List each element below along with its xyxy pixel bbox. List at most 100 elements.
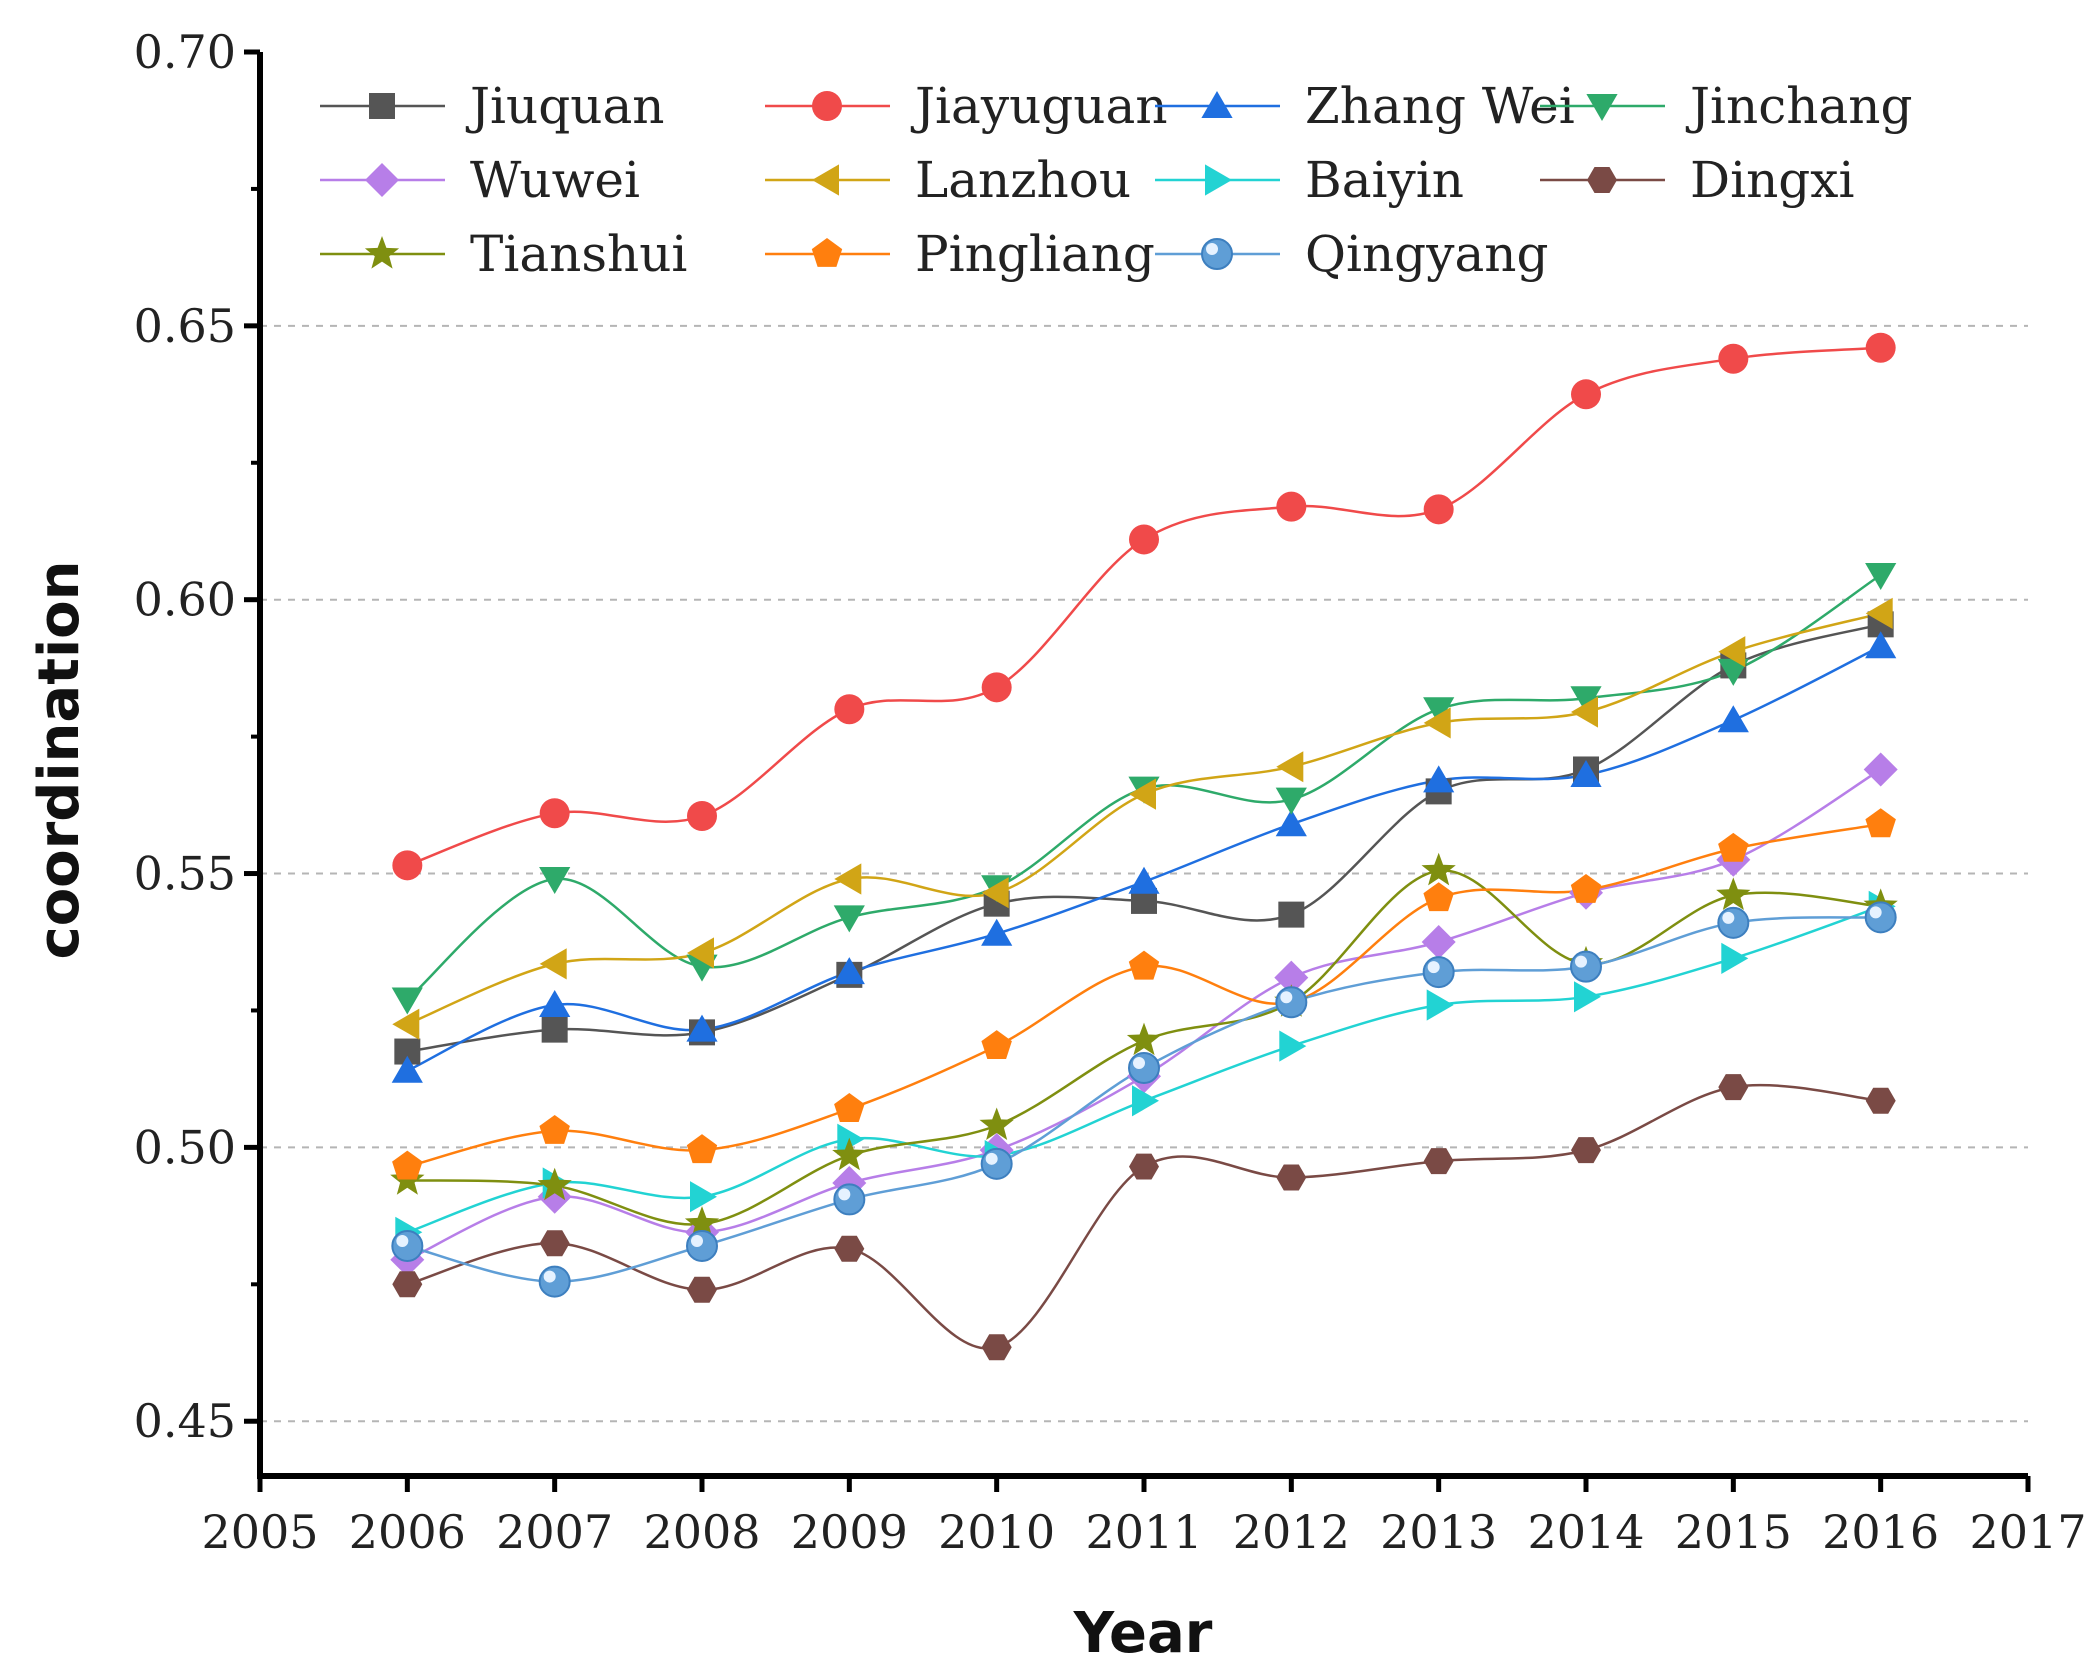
series-jiuquan	[407, 623, 1882, 1053]
legend-item-pingliang: Pingliang	[765, 225, 1155, 283]
data-point-jiayuguan	[1276, 491, 1307, 522]
data-point-qingyang	[1275, 986, 1308, 1019]
data-point-pingliang	[1570, 874, 1602, 903]
series-markers-qingyang	[391, 901, 1897, 1298]
y-tick-label: 0.45	[134, 1394, 236, 1448]
legend-item-baiyin: Baiyin	[1155, 151, 1464, 209]
data-point-jinchang	[1717, 658, 1749, 686]
data-point-lanzhou	[1865, 597, 1893, 629]
data-point-zhang-wei	[539, 990, 571, 1017]
data-point-lanzhou	[1423, 707, 1451, 739]
legend-marker-dingxi	[1587, 167, 1617, 193]
legend-label: Jiuquan	[465, 77, 664, 135]
legend-label: Pingliang	[915, 225, 1155, 283]
data-point-zhang-wei	[1423, 765, 1455, 793]
data-point-lanzhou	[1718, 636, 1746, 668]
data-point-jinchang	[1423, 697, 1455, 725]
legend-item-dingxi: Dingxi	[1540, 151, 1854, 209]
data-point-qingyang-highlight	[691, 1234, 703, 1247]
legend-label: Dingxi	[1690, 151, 1854, 209]
data-point-zhang-wei	[686, 1014, 718, 1042]
data-point-dingxi	[1129, 1153, 1159, 1180]
data-point-baiyin	[837, 1123, 865, 1155]
data-point-qingyang-highlight	[1869, 906, 1882, 919]
data-point-jinchang	[833, 905, 865, 933]
series-zhang-wei	[406, 645, 1882, 1072]
data-point-zhang-wei	[1275, 809, 1307, 837]
series-line-dingxi	[406, 1083, 1881, 1350]
data-point-qingyang-highlight	[838, 1188, 851, 1201]
legend-label: Zhang Wei	[1305, 77, 1575, 135]
legend-item-wuwei: Wuwei	[320, 151, 640, 209]
data-point-pingliang	[1423, 882, 1454, 912]
legend-marker-lanzhou	[812, 164, 839, 196]
data-point-zhang-wei	[1128, 866, 1160, 894]
data-point-baiyin	[1721, 942, 1749, 974]
data-point-baiyin	[1279, 1030, 1307, 1062]
legend: Jiuquan Jiayuguan Zhang Wei Jinchang Wuwei La…	[320, 77, 1912, 283]
data-point-tianshui	[537, 1167, 572, 1201]
series-markers-pingliang	[392, 808, 1896, 1180]
series-layer	[390, 332, 1898, 1361]
legend-marker-qingyang	[1201, 238, 1233, 270]
data-point-tianshui	[1716, 877, 1751, 910]
series-line-jiuquan	[407, 623, 1882, 1053]
data-point-jiuquan	[541, 1016, 568, 1043]
data-point-lanzhou	[1276, 751, 1304, 783]
data-point-qingyang-highlight	[1722, 911, 1735, 924]
legend-label: Wuwei	[470, 151, 640, 209]
series-line-wuwei	[406, 768, 1882, 1261]
data-point-jiayuguan	[687, 801, 717, 832]
x-tick-label: 2006	[349, 1505, 466, 1559]
x-tick-label: 2015	[1675, 1505, 1792, 1559]
data-point-jinchang	[539, 867, 571, 894]
y-tick-label: 0.55	[134, 847, 236, 901]
x-tick-label: 2017	[1969, 1505, 2086, 1559]
x-tick-label: 2008	[643, 1505, 760, 1559]
data-point-tianshui	[979, 1107, 1014, 1140]
data-point-baiyin	[1132, 1085, 1159, 1117]
series-markers-lanzhou	[392, 597, 1893, 1040]
series-markers-wuwei	[390, 752, 1898, 1277]
data-point-dingxi	[1718, 1074, 1749, 1101]
series-markers-zhang-wei	[391, 631, 1897, 1083]
x-tick-label: 2007	[496, 1505, 613, 1559]
legend-label: Tianshui	[470, 225, 687, 283]
y-tick-label: 0.70	[134, 25, 236, 79]
data-point-pingliang	[1865, 808, 1896, 838]
data-point-jiayuguan	[539, 798, 570, 829]
data-point-qingyang-highlight	[1427, 961, 1440, 974]
data-point-zhang-wei	[981, 918, 1013, 946]
x-tick-label: 2009	[791, 1505, 908, 1559]
legend-marker-jiuquan	[369, 93, 395, 119]
data-point-dingxi	[539, 1230, 570, 1257]
data-point-zhang-wei	[391, 1055, 423, 1083]
x-tick-label: 2012	[1233, 1505, 1350, 1559]
data-point-jinchang	[1275, 787, 1307, 815]
data-point-qingyang	[980, 1147, 1013, 1180]
data-point-dingxi	[687, 1276, 717, 1303]
legend-item-tianshui: Tianshui	[320, 225, 687, 283]
data-point-jiayuguan	[1718, 343, 1749, 374]
data-point-tianshui	[684, 1206, 720, 1239]
data-point-wuwei	[1421, 925, 1456, 959]
x-tick-label: 2005	[201, 1505, 318, 1559]
data-point-pingliang	[1718, 832, 1749, 862]
data-point-dingxi	[1276, 1164, 1307, 1191]
data-point-qingyang	[391, 1229, 424, 1262]
x-tick-label: 2016	[1822, 1505, 1939, 1559]
data-point-tianshui	[1421, 852, 1456, 886]
series-markers-jiayuguan	[392, 332, 1896, 881]
series-line-zhang-wei	[406, 645, 1882, 1072]
legend-label: Jiayuguan	[910, 77, 1168, 135]
data-point-wuwei	[1863, 752, 1898, 787]
data-point-jiayuguan	[1129, 524, 1159, 555]
data-point-qingyang	[833, 1183, 866, 1216]
data-point-qingyang	[538, 1265, 571, 1298]
data-point-zhang-wei	[1865, 631, 1897, 659]
data-point-qingyang	[1864, 901, 1897, 934]
data-point-qingyang	[686, 1229, 718, 1262]
y-axis-title: coordination	[27, 561, 92, 960]
data-point-qingyang	[1570, 950, 1602, 983]
